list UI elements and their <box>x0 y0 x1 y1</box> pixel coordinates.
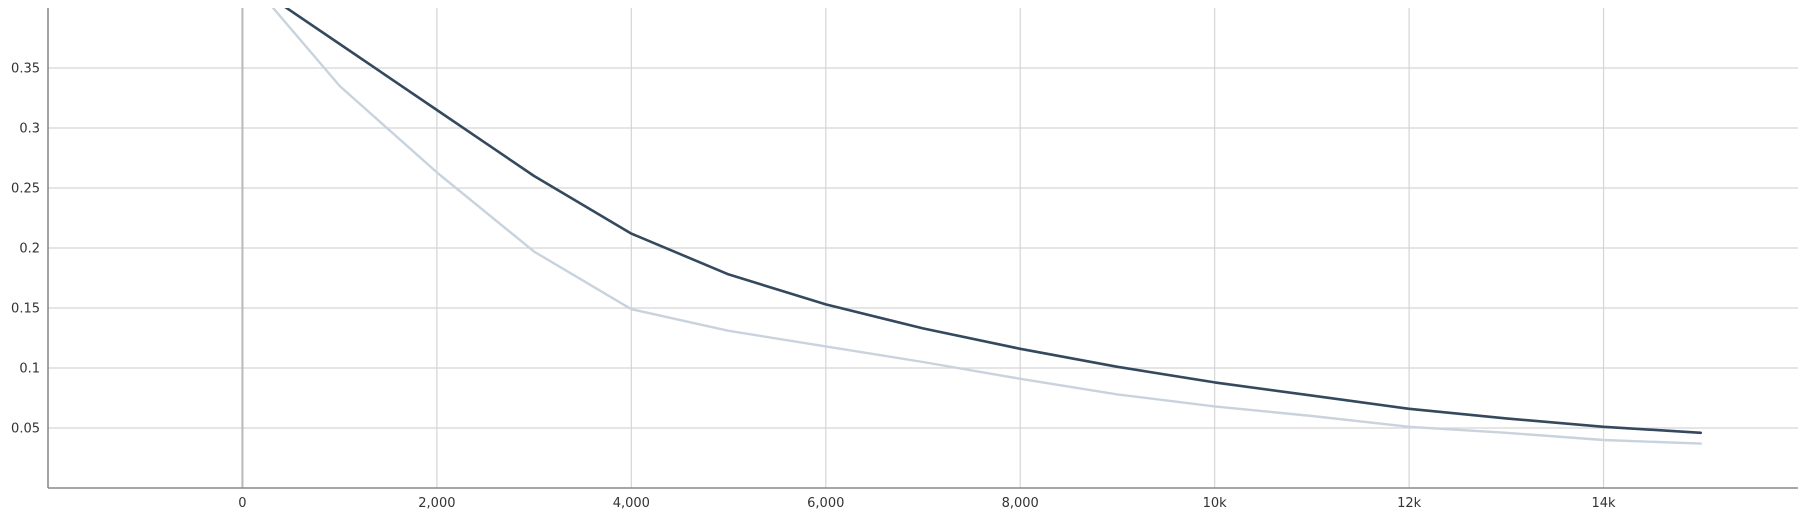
y-tick-label: 0.25 <box>11 182 40 197</box>
series-layer <box>271 8 1703 445</box>
x-tick-label: 6,000 <box>807 496 844 511</box>
y-tick-label: 0.15 <box>11 302 40 317</box>
y-tick-label: 0.35 <box>11 62 40 77</box>
y-tick-label: 0.05 <box>11 422 40 437</box>
x-tick-label: 0 <box>238 496 246 511</box>
series-line-2 <box>271 8 1703 445</box>
axes <box>47 8 1798 489</box>
grid <box>48 8 1798 488</box>
x-tick-label: 14k <box>1592 496 1617 511</box>
series-line-1 <box>284 8 1703 435</box>
x-tick-label: 2,000 <box>418 496 455 511</box>
x-tick-label: 8,000 <box>1002 496 1039 511</box>
y-tick-label: 0.3 <box>19 122 40 137</box>
x-tick-label: 12k <box>1397 496 1422 511</box>
x-tick-label: 4,000 <box>613 496 650 511</box>
y-tick-label: 0.2 <box>19 242 40 257</box>
x-tick-label: 10k <box>1203 496 1228 511</box>
y-tick-label: 0.1 <box>19 362 40 377</box>
tick-labels: 0.05 0.1 0.15 0.2 0.25 0.3 0.35 0 2,000 4,000 6,00… <box>11 62 1616 512</box>
